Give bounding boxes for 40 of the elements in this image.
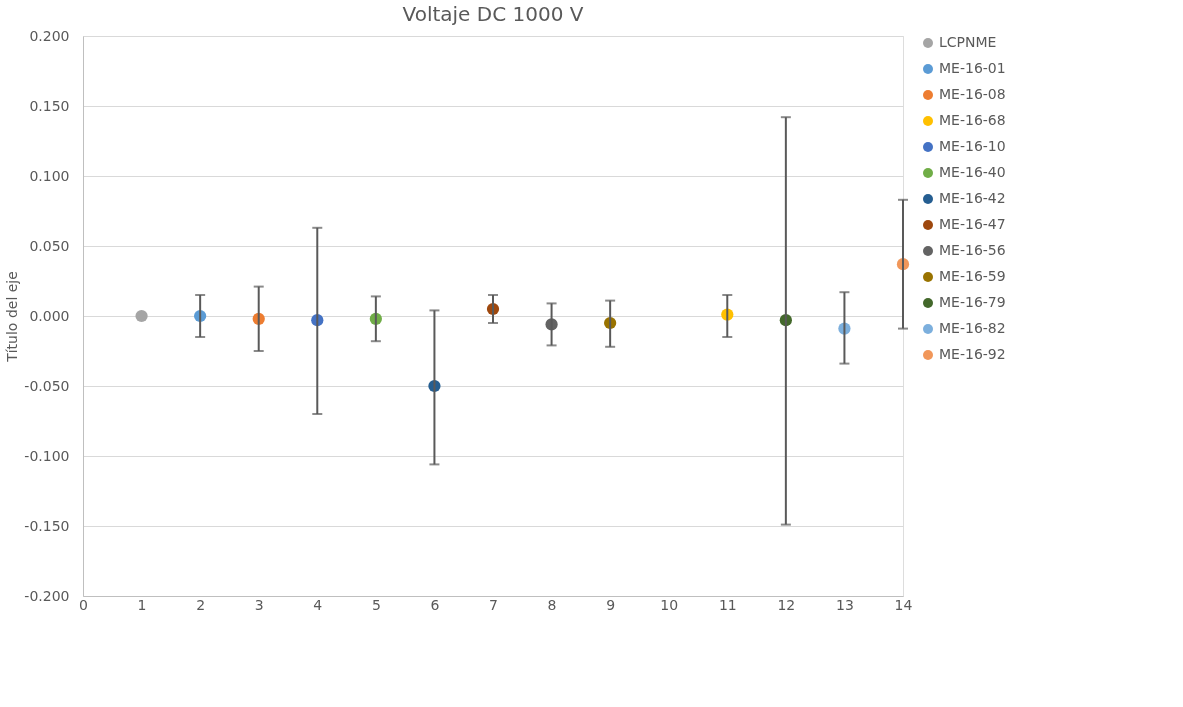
x-tick-label: 13	[836, 596, 854, 613]
x-tick-label: 6	[430, 596, 440, 613]
x-tick-label: 1	[137, 596, 147, 613]
legend-label: ME-16-59	[939, 268, 1006, 284]
y-tick-label: 0.100	[29, 167, 70, 184]
y-tick-label: -0.100	[24, 447, 70, 464]
legend-label: ME-16-68	[939, 112, 1006, 128]
point	[135, 309, 148, 323]
y-tick-label: 0.150	[29, 97, 70, 114]
legend-label: ME-16-42	[939, 190, 1006, 206]
legend-label: ME-16-56	[939, 242, 1006, 258]
x-tick-label: 3	[254, 596, 264, 613]
y-tick-label: -0.200	[24, 587, 70, 604]
y-tick-label: -0.050	[24, 377, 70, 394]
x-tick-label: 2	[196, 596, 206, 613]
y-tick-label: 0.000	[29, 307, 70, 324]
x-tick-label: 10	[660, 596, 679, 613]
x-tick-label: 4	[313, 596, 323, 613]
legend-label: ME-16-10	[939, 138, 1006, 154]
y-tick-label: 0.200	[29, 27, 70, 44]
x-tick-label: 11	[718, 596, 737, 613]
legend-label: LCPNME	[939, 34, 997, 50]
x-tick-label: 5	[371, 596, 381, 613]
x-tick-label: 12	[777, 596, 796, 613]
x-tick-label: 8	[547, 596, 557, 613]
legend-label: ME-16-47	[939, 216, 1006, 232]
y-axis-title: Título del eje	[4, 271, 21, 363]
legend-label: ME-16-40	[939, 164, 1006, 180]
x-tick-label: 9	[606, 596, 616, 613]
legend-label: ME-16-08	[939, 86, 1006, 102]
y-tick-label: -0.150	[24, 517, 70, 534]
chart-title: Voltaje DC 1000 V	[402, 2, 584, 26]
legend-label: ME-16-01	[939, 60, 1006, 76]
legend-label: ME-16-92	[939, 346, 1006, 362]
x-tick-label: 0	[79, 596, 88, 613]
y-tick-label: 0.050	[29, 237, 70, 254]
legend-label: ME-16-79	[939, 294, 1006, 310]
x-tick-label: 14	[894, 596, 913, 613]
x-tick-label: 7	[489, 596, 498, 613]
legend-label: ME-16-82	[939, 320, 1006, 336]
